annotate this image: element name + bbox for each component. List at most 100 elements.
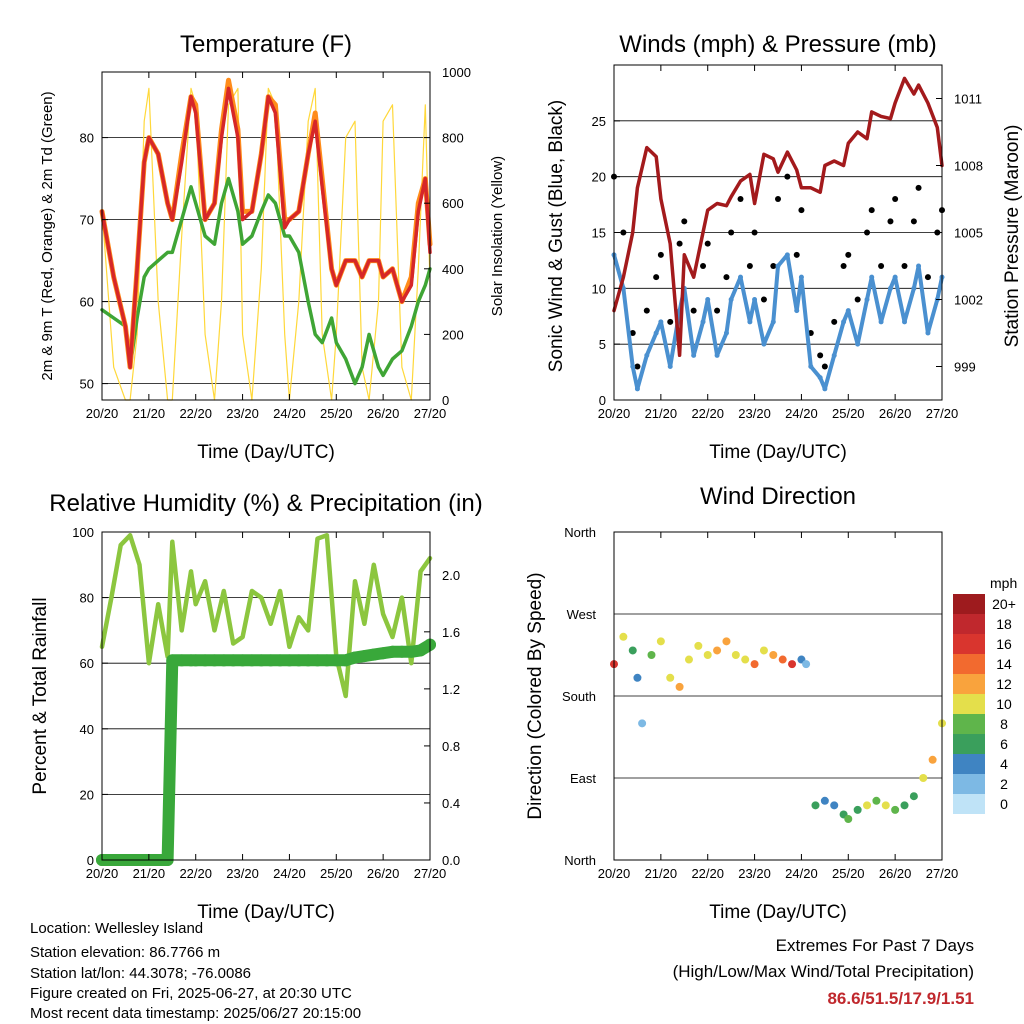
relative-humidity-line xyxy=(99,533,433,699)
wind-point xyxy=(667,364,673,369)
wind-point xyxy=(630,364,636,369)
dewpoint-2m-line xyxy=(100,176,432,386)
wind-direction-point xyxy=(675,682,684,691)
wind-point xyxy=(902,319,908,325)
wind-point xyxy=(831,352,837,358)
humidity-chart-ytick-right-label: 1.6 xyxy=(442,625,460,640)
wind-point xyxy=(845,308,851,314)
wind-direction-point xyxy=(844,815,853,823)
precipitation-total-line xyxy=(96,638,436,866)
humidity-chart-ytick-right-label: 0.4 xyxy=(442,796,460,811)
station-pressure-line xyxy=(612,76,944,358)
wind-point xyxy=(916,263,922,269)
wind-direction-point xyxy=(741,655,750,664)
wind-direction-point xyxy=(909,792,918,801)
info-latlon: Station lat/lon: 44.3078; -76.0086 xyxy=(30,965,252,982)
wind-direction-point xyxy=(633,673,642,682)
wind-direction-point xyxy=(891,805,900,814)
winds-chart-ytick-label: 0 xyxy=(599,393,606,408)
wind-point xyxy=(892,274,898,280)
gust-point xyxy=(831,318,838,325)
gust-point xyxy=(770,263,777,269)
gust-point xyxy=(887,218,894,225)
gust-point xyxy=(864,229,871,236)
humidity-chart-xlabel: Time (Day/UTC) xyxy=(197,902,335,923)
winds-chart-xtick-label: 26/20 xyxy=(879,406,912,421)
wind-direction-point xyxy=(656,637,665,646)
speed-legend-label: 10 xyxy=(996,696,1012,712)
gust-point xyxy=(878,263,885,269)
gust-point xyxy=(657,251,664,258)
winds-chart-ytick-label: 10 xyxy=(592,281,606,296)
temperature-chart-xlabel: Time (Day/UTC) xyxy=(197,442,335,463)
speed-legend-swatch xyxy=(953,754,985,774)
winds-chart-ytick-right-label: 999 xyxy=(954,360,976,375)
wind-point xyxy=(822,386,828,392)
speed-legend-swatch xyxy=(953,614,985,634)
speed-legend-swatch xyxy=(953,714,985,734)
gust-point xyxy=(751,229,758,236)
humidity-chart-ytick-label: 100 xyxy=(72,525,94,540)
extremes-subtitle: (High/Low/Max Wind/Total Precipitation) xyxy=(672,962,974,981)
wind-direction-point xyxy=(811,801,820,810)
speed-legend-swatch xyxy=(953,694,985,714)
humidity-chart-xtick-label: 25/20 xyxy=(320,866,353,881)
temperature-chart-xtick-label: 22/20 xyxy=(179,406,212,421)
wind-point xyxy=(738,274,744,280)
temperature-chart-ytick-label: 50 xyxy=(80,377,94,392)
wind-direction-chart-ytick-label: South xyxy=(562,689,596,704)
humidity-chart-ytick-label: 20 xyxy=(80,787,94,802)
temperature-chart-xtick-label: 20/20 xyxy=(86,406,119,421)
wind-direction-point xyxy=(802,660,811,669)
wind-direction-point xyxy=(778,655,787,664)
gust-point xyxy=(667,318,674,325)
wind-direction-chart-xtick-label: 21/20 xyxy=(645,866,678,881)
temperature-chart-ytick-right-label: 1000 xyxy=(442,65,471,80)
humidity-chart-ytick-label: 0 xyxy=(87,853,94,868)
wind-direction-point xyxy=(713,646,722,655)
gust-point xyxy=(676,240,683,247)
wind-direction-point xyxy=(853,805,862,814)
winds-chart-xtick-label: 21/20 xyxy=(645,406,678,421)
wind-point xyxy=(761,341,767,347)
winds-chart-ytick-right-label: 1008 xyxy=(954,159,983,174)
winds-chart-ytick-right-label: 1002 xyxy=(954,293,983,308)
winds-chart-xtick-label: 20/20 xyxy=(598,406,631,421)
gust-point xyxy=(714,307,721,314)
gust-point xyxy=(915,184,922,191)
wind-point xyxy=(644,352,650,358)
temperature-chart-ytick-right-label: 0 xyxy=(442,393,449,408)
wind-direction-chart-frame xyxy=(613,531,943,861)
gust-point xyxy=(690,307,697,314)
info-elevation: Station elevation: 86.7766 m xyxy=(30,944,221,961)
wind-direction-point xyxy=(769,651,778,659)
wind-direction-point xyxy=(694,641,703,650)
gust-point xyxy=(634,363,641,370)
wind-direction-point xyxy=(928,755,937,764)
wind-direction-point xyxy=(619,632,628,641)
temperature-chart-xtick-label: 23/20 xyxy=(226,406,259,421)
wind-direction-point xyxy=(900,801,909,810)
temperature-chart-frame xyxy=(101,71,431,401)
wind-direction-point xyxy=(638,719,647,728)
speed-legend-swatch xyxy=(953,594,985,614)
speed-legend-swatch xyxy=(953,774,985,794)
wind-point xyxy=(878,319,884,325)
gust-point xyxy=(784,173,791,180)
speed-legend-label: 18 xyxy=(996,616,1012,632)
wind-direction-point xyxy=(750,660,759,669)
winds-chart-xlabel: Time (Day/UTC) xyxy=(709,442,847,463)
info-location: Location: Wellesley Island xyxy=(30,920,204,937)
gust-point xyxy=(620,229,627,236)
humidity-chart-xtick-label: 22/20 xyxy=(179,866,212,881)
humidity-chart-xtick-label: 20/20 xyxy=(86,866,119,881)
temperature-chart-ytick-right-label: 800 xyxy=(442,131,464,146)
wind-direction-chart-ylabel: Direction (Colored By Speed) xyxy=(525,572,546,819)
speed-legend-label: 14 xyxy=(996,656,1012,672)
winds-chart-ylabel: Sonic Wind & Gust (Blue, Black) xyxy=(546,100,567,372)
temperature-chart-ytick-label: 70 xyxy=(80,213,94,228)
speed-legend-swatch xyxy=(953,794,985,814)
speed-legend-label: 4 xyxy=(1000,756,1008,772)
wind-direction-chart-xtick-label: 26/20 xyxy=(879,866,912,881)
winds-chart-ytick-label: 15 xyxy=(592,226,606,241)
